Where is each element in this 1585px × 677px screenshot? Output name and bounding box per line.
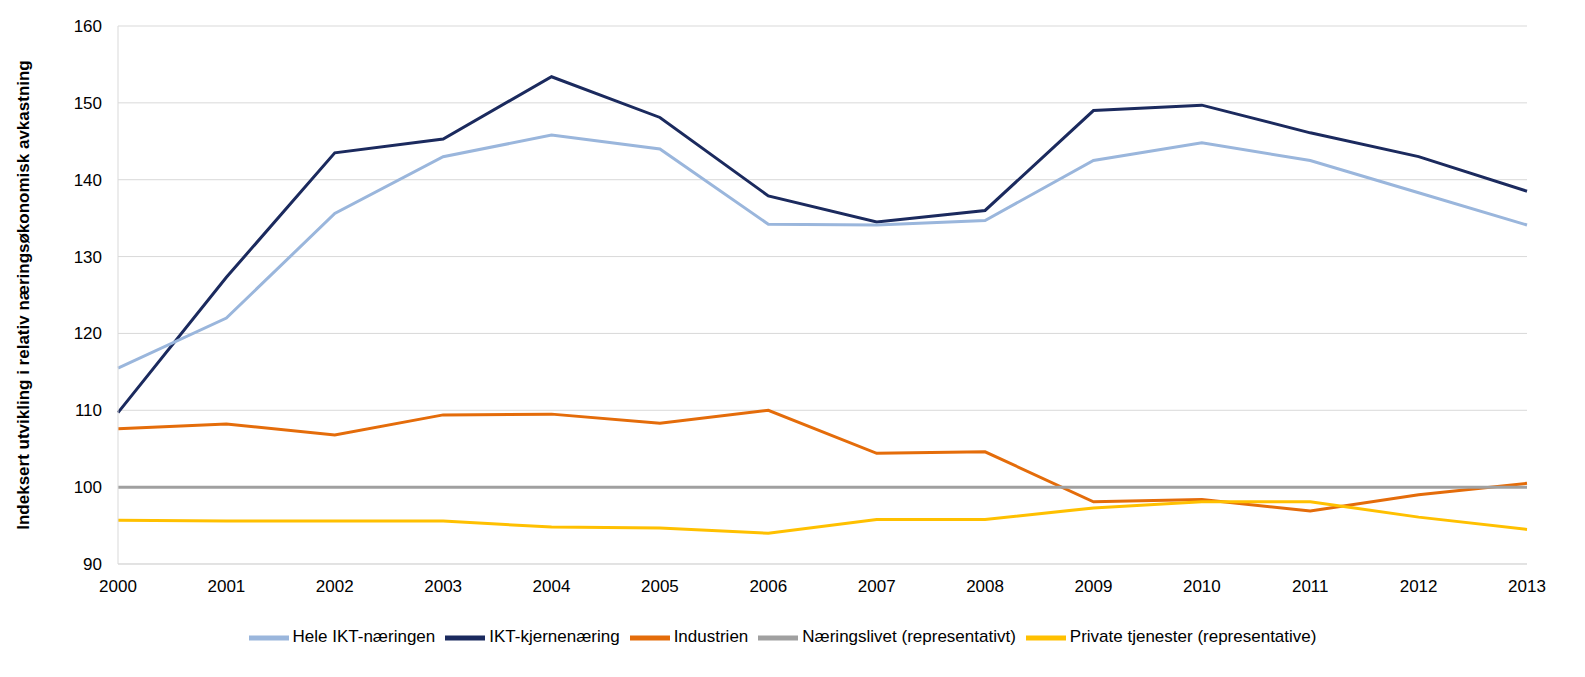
svg-text:2001: 2001 — [207, 577, 245, 596]
svg-text:2004: 2004 — [533, 577, 571, 596]
html-text:IKT-kjernenæring: IKT-kjernenæring — [489, 627, 620, 647]
html-text:Næringslivet (representativt): Næringslivet (representativt) — [802, 627, 1016, 647]
svg-text:2002: 2002 — [316, 577, 354, 596]
svg-text:90: 90 — [83, 555, 102, 574]
svg-text:2003: 2003 — [424, 577, 462, 596]
svg-text:Indeksert utvikling i relativ: Indeksert utvikling i relativ næringsøko… — [14, 60, 33, 530]
svg-text:2005: 2005 — [641, 577, 679, 596]
svg-text:2013: 2013 — [1508, 577, 1546, 596]
svg-text:140: 140 — [74, 171, 102, 190]
svg-text:2007: 2007 — [858, 577, 896, 596]
svg-text:120: 120 — [74, 324, 102, 343]
svg-text:2008: 2008 — [966, 577, 1004, 596]
svg-text:2006: 2006 — [749, 577, 787, 596]
svg-text:160: 160 — [74, 17, 102, 36]
svg-text:100: 100 — [74, 478, 102, 497]
svg-text:2010: 2010 — [1183, 577, 1221, 596]
svg-text:2009: 2009 — [1075, 577, 1113, 596]
svg-text:150: 150 — [74, 94, 102, 113]
svg-text:110: 110 — [75, 401, 102, 420]
svg-text:2012: 2012 — [1400, 577, 1438, 596]
html-text:Private tjenester (representat: Private tjenester (representative) — [1069, 627, 1317, 647]
html-text:Hele IKT-næringen: Hele IKT-næringen — [292, 627, 436, 647]
svg-text:2000: 2000 — [99, 577, 137, 596]
html-text:Industrien: Industrien — [673, 627, 749, 647]
svg-text:130: 130 — [74, 248, 102, 267]
svg-text:2011: 2011 — [1292, 577, 1329, 596]
